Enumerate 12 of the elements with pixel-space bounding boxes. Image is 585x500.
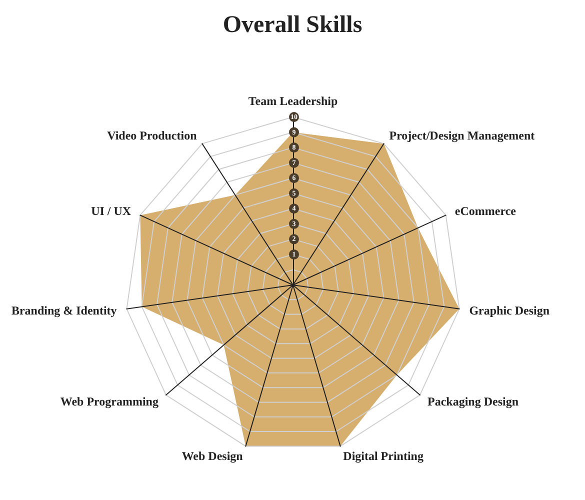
spoke-label: UI / UX (91, 204, 132, 218)
spoke-label: Video Production (107, 128, 198, 142)
spoke-label: eCommerce (454, 204, 517, 218)
spoke-label: Project/Design Management (389, 128, 535, 142)
spoke-label: Packaging Design (428, 394, 519, 409)
spoke-label: Graphic Design (469, 303, 550, 318)
spoke-label: Digital Printing (343, 448, 424, 463)
spoke-label: Web Programming (60, 394, 158, 409)
spoke-label: Branding & Identity (11, 303, 117, 318)
chart-title: Overall Skills (222, 12, 362, 38)
spoke-label: Team Leadership (248, 94, 338, 108)
spoke-label: Web Design (182, 448, 244, 463)
